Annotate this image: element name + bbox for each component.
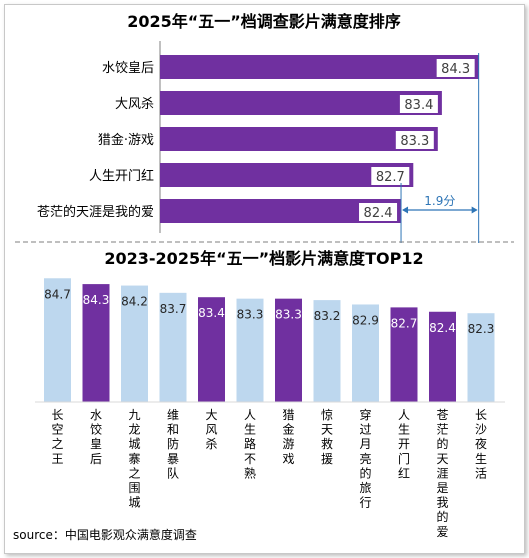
chart-title-bottom: 2023-2025年“五一”档影片满意度TOP12 [104,249,423,268]
data-label: 82.7 [391,316,418,330]
annotation-box [419,193,460,209]
data-label: 84.2 [121,295,148,309]
category-label: 长空之王 [51,408,63,466]
data-label-box [395,131,434,149]
bar [160,55,479,79]
category-label: 大风杀 [205,408,217,451]
category-label: 惊天救援 [321,407,333,466]
bar [159,292,187,402]
data-label: 83.4 [404,98,433,113]
bar [198,297,225,402]
bar [160,127,438,151]
category-label: 大风杀 [115,97,154,112]
bar [82,284,110,402]
category-label: 水饺皇后 [102,61,154,76]
category-label: 长沙夜生活 [475,408,487,480]
data-label: 84.3 [441,62,470,77]
data-label-box [436,59,475,77]
data-label: 83.2 [314,309,341,323]
bar [467,313,495,402]
bar [313,300,341,402]
category-label: 猎金·游戏 [98,132,154,148]
category-label: 维和防暴队 [167,408,179,480]
horizontal-bar-group: 水饺皇后 84.3 大风杀 83.4 猎金·游戏 83.3 人生开门红 82.7 苍茫的天涯是我… [37,41,480,243]
bar [121,285,148,402]
data-label: 83.7 [160,302,187,316]
data-label-box [359,203,398,221]
data-label-box [371,167,410,185]
category-label: 人生开门红 [398,408,410,480]
vertical-bar-group: 84.7 长空之王 84.3 水饺皇后 84.2 九龙城寨之围城 83.7 维和防暴队 83.4… [35,278,505,539]
data-label: 84.7 [44,287,71,301]
data-label: 82.3 [468,322,495,336]
data-label-box [399,95,438,113]
chart-title-top: 2025年“五一”档调查影片满意度排序 [127,12,401,31]
category-label: 人生开门红 [89,168,154,184]
bar [275,298,302,402]
bar [160,163,414,187]
category-label: 猎金游戏 [282,408,294,466]
annotation-label: 1.9分 [424,194,455,208]
bar [44,278,71,402]
category-label: 苍茫的天涯是我的爱 [37,204,154,220]
bar [390,307,418,402]
category-label: 九龙城寨之围城 [128,408,140,510]
annotation-arrowhead-right [471,206,478,214]
chart-frame: 2025年“五一”档调查影片满意度排序 水饺皇后 84.3 大风杀 83.4 猎金·游戏… [4,4,525,554]
data-label: 84.3 [83,293,110,307]
data-label: 83.3 [275,308,302,322]
bar [429,311,456,402]
data-label: 82.4 [364,206,393,221]
category-label: 水饺皇后 [90,408,102,466]
category-label: 苍茫的天涯是我的爱 [436,408,448,539]
source-note: source：中国电影观众满意度调查 [13,527,197,542]
data-label: 82.7 [376,170,405,185]
data-label: 83.3 [400,134,429,149]
bar [236,298,264,402]
data-label: 83.4 [198,306,225,320]
annotation-arrowhead-left [402,206,409,214]
bar [160,91,442,115]
data-label: 82.4 [429,321,456,335]
data-label: 83.3 [237,308,264,322]
category-label: 人生路不熟 [244,408,256,480]
category-label: 穿过月亮的旅行 [359,407,371,510]
bar [352,304,379,402]
chart-canvas: 2025年“五一”档调查影片满意度排序 水饺皇后 84.3 大风杀 83.4 猎金·游戏… [13,12,514,542]
data-label: 82.9 [352,313,379,327]
